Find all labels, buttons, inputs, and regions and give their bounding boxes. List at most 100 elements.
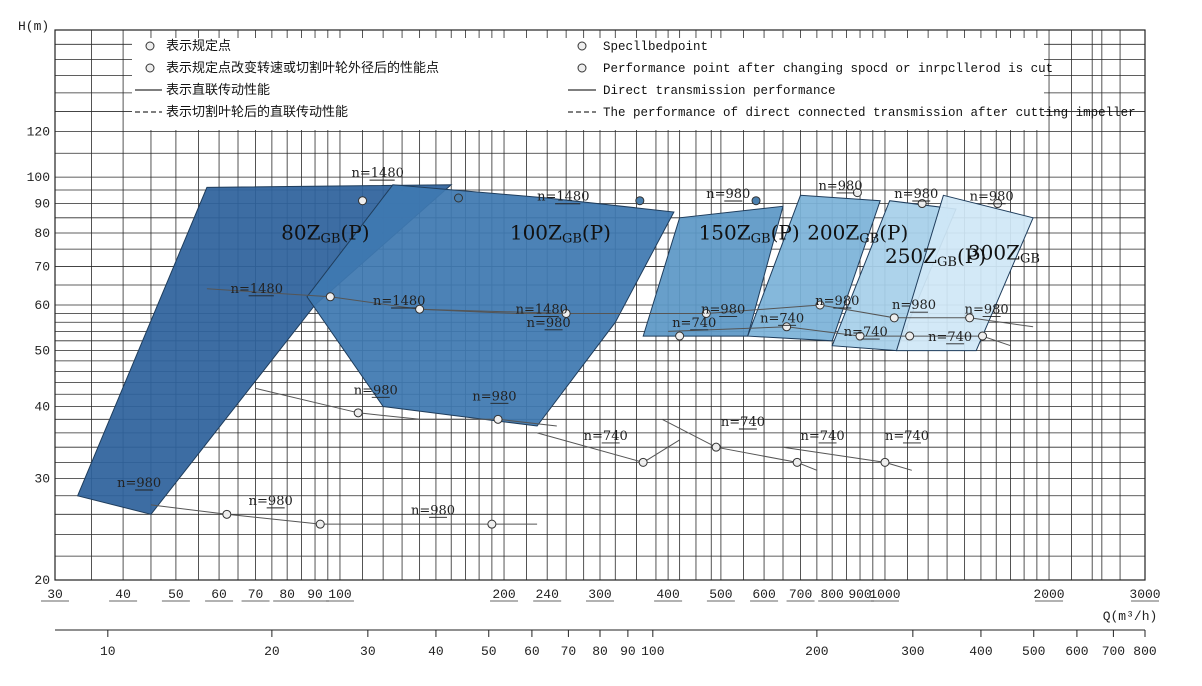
performance-point [782,322,792,332]
speed-label: n=740 [584,429,628,444]
y-axis-title: H(m) [18,19,49,34]
speed-label: n=980 [472,389,516,404]
speed-label: n=980 [706,187,750,202]
model-label: 300ZGB [968,240,1040,266]
x-tick-label-top: 200 [492,587,515,602]
speed-label: n=980 [117,476,161,491]
x-tick-label-top: 80 [279,587,295,602]
speed-label: n=980 [249,494,293,509]
y-tick-label: 90 [34,197,50,212]
x-tick-label-bottom: 300 [901,644,924,659]
x-tick-label-top: 700 [789,587,812,602]
region-150zgb-p- [642,205,784,337]
performance-curve [668,326,1011,347]
y-tick-label: 50 [34,344,50,359]
legend-background [132,38,1044,130]
performance-point [855,331,865,341]
performance-point [978,331,988,341]
legend-entry-cn: 表示直联传动性能 [166,83,270,98]
performance-curve [782,446,912,471]
model-label: 150ZGB(P) [699,220,800,246]
x-tick-label-bottom: 800 [1133,644,1156,659]
y-tick-label: 60 [34,298,50,313]
x-tick-label-bottom: 70 [561,644,577,659]
region-300zgb [895,194,1034,352]
x-tick-label-bottom: 40 [428,644,444,659]
legend-entry-cn: 表示规定点改变转速或切割叶轮外径后的性能点 [166,60,439,76]
legend-entry-en: Specllbedpoint [603,40,708,54]
speed-label: n=1480 [516,302,568,317]
x-tick-label-top: 600 [752,587,775,602]
performance-point [353,408,363,418]
speed-label: n=740 [672,316,716,331]
x-tick-label-bottom: 50 [481,644,497,659]
y-tick-label: 80 [34,226,50,241]
performance-point [889,313,899,323]
x-tick-label-bottom: 700 [1102,644,1125,659]
x-tick-label-bottom: 60 [524,644,540,659]
performance-point [711,442,721,452]
x-tick-label-top: 50 [168,587,184,602]
speed-label: n=980 [701,302,745,317]
model-label: 250ZGB(P) [885,244,986,270]
legend-marker-point [145,63,155,73]
x-tick-label-bottom: 90 [620,644,636,659]
model-label: 200ZGB(P) [807,220,908,246]
performance-point [487,519,497,529]
y-tick-label: 40 [34,399,50,414]
speed-label: n=980 [815,294,859,309]
x-axis-title: Q(m³/h) [1103,609,1158,624]
performance-point [358,196,368,206]
x-tick-label-bottom: 80 [592,644,608,659]
performance-point [792,457,802,467]
x-tick-label-bottom: 30 [360,644,376,659]
performance-point [701,308,711,318]
performance-point [222,509,232,519]
legend-entry-en: Performance point after changing spocd o… [603,62,1053,76]
region-100zgb-p- [306,184,675,427]
y-tick-label: 70 [34,259,50,274]
x-tick-label-top: 300 [588,587,611,602]
speed-label: n=980 [965,302,1009,317]
legend-entry-cn: 表示规定点 [166,39,231,54]
performance-point [635,196,645,206]
legend: 表示规定点表示规定点改变转速或切割叶轮外径后的性能点表示直联传动性能表示切割叶轮… [132,38,1136,130]
x-tick-label-top: 500 [709,587,732,602]
speed-label: n=980 [411,503,455,518]
model-label: 100ZGB(P) [510,220,611,246]
pump-model-regions [76,184,1034,515]
performance-point [965,313,975,323]
legend-entry-en: Direct transmission performance [603,84,836,98]
curve-labels: n=1480n=1480n=1480n=1480n=1480n=980n=980… [117,166,1040,518]
speed-label: n=1480 [352,166,404,181]
speed-label: n=740 [928,330,972,345]
x-tick-label-bottom: 10 [100,644,116,659]
performance-curve [255,387,557,427]
speed-label: n=1480 [231,282,283,297]
speed-label: n=980 [354,383,398,398]
performance-point [675,331,685,341]
x-tick-label-top: 70 [248,587,264,602]
x-tick-label-top: 40 [115,587,131,602]
model-label: 80ZGB(P) [281,220,369,246]
speed-label: n=740 [844,325,888,340]
performance-point [638,457,648,467]
x-tick-label-bottom: 20 [264,644,280,659]
legend-marker-point [577,63,587,73]
x-tick-label-top: 240 [535,587,558,602]
x-tick-label-bottom: 100 [641,644,664,659]
speed-label: n=740 [885,429,929,444]
performance-point [493,414,503,424]
performance-curve [150,504,538,525]
x-tick-label-top: 60 [211,587,227,602]
performance-point [917,199,927,209]
y-tick-label: 120 [27,124,50,139]
x-tick-label-top: 3000 [1129,587,1160,602]
performance-point [315,519,325,529]
legend-marker-point [577,41,587,51]
performance-curve [661,418,818,471]
performance-point [905,331,915,341]
x-tick-label-top: 900 [848,587,871,602]
